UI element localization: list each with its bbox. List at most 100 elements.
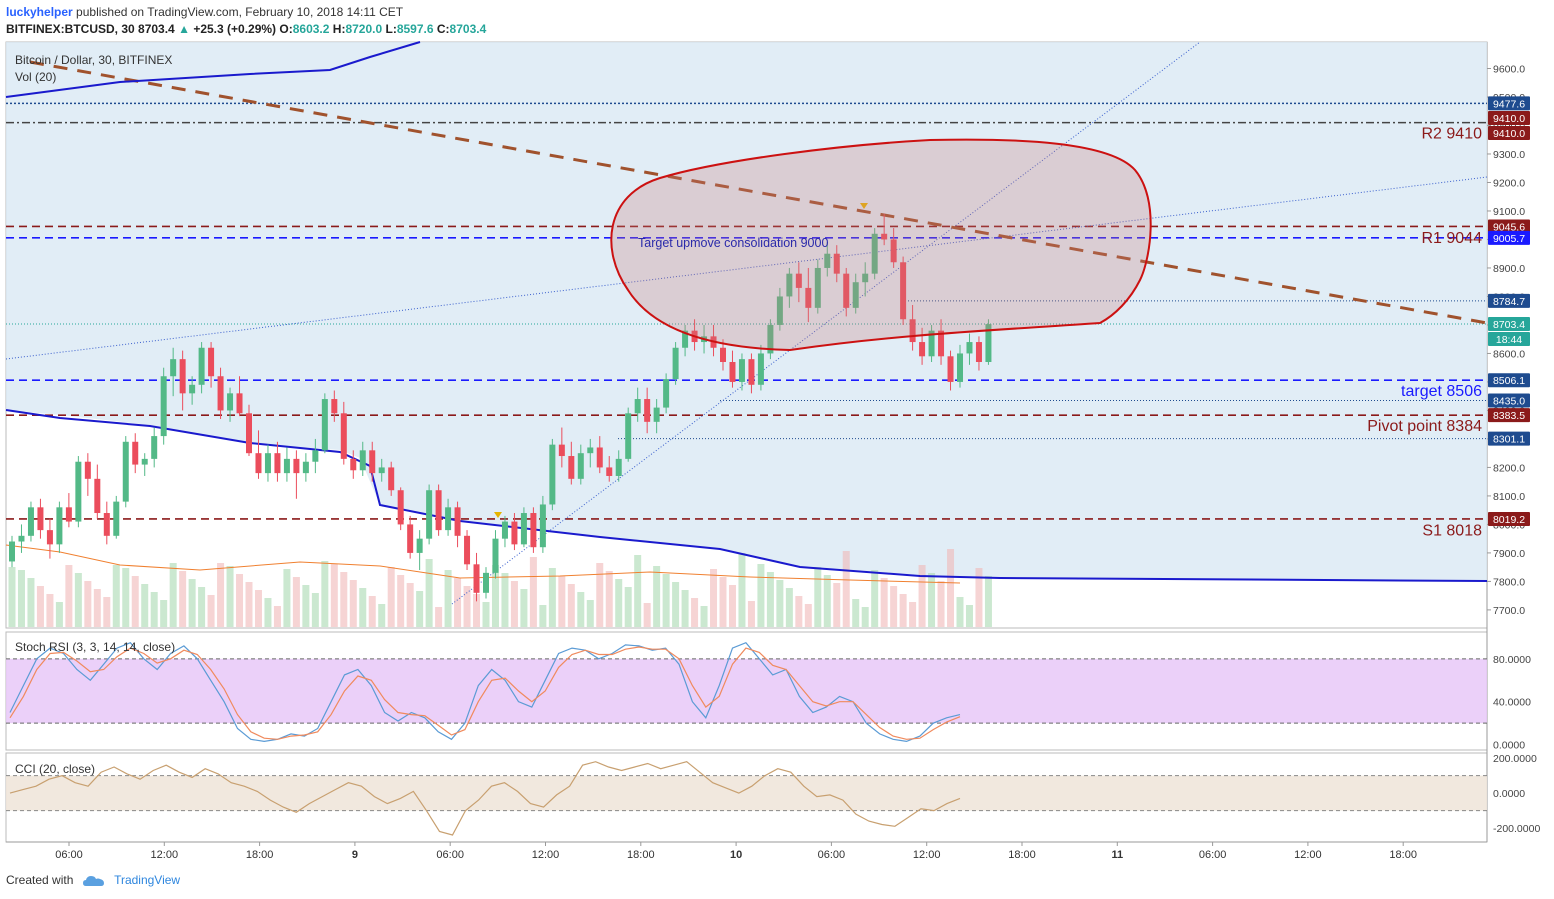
- candle-body: [596, 447, 603, 468]
- candle-body: [890, 239, 897, 263]
- volume-bar: [93, 589, 101, 627]
- volume-bar: [254, 590, 262, 627]
- price-tag-label: 8383.5: [1493, 410, 1525, 422]
- symbol-line: BITFINEX:BTCUSD, 30 8703.4 ▲ +25.3 (+0.2…: [6, 22, 486, 36]
- candle-body: [416, 538, 423, 553]
- volume-bar: [444, 570, 452, 627]
- volume-bar: [349, 580, 357, 627]
- candle-body: [37, 507, 44, 531]
- volume-bar: [273, 606, 281, 627]
- volume-bar: [169, 563, 177, 627]
- candle-body: [369, 450, 376, 474]
- time-tick-label: 11: [1111, 849, 1123, 861]
- candle-body: [549, 444, 556, 505]
- time-tick-label: 18:00: [246, 849, 274, 861]
- price-tag-label: 8703.4: [1493, 319, 1525, 331]
- candle-body: [672, 347, 679, 380]
- candle-body: [871, 233, 878, 274]
- volume-legend: Vol (20): [15, 70, 56, 84]
- time-tick-label: 9: [352, 849, 358, 861]
- candle-body: [511, 521, 518, 545]
- candle-body: [786, 273, 793, 297]
- low-label: L:: [385, 22, 397, 36]
- volume-bar: [520, 589, 528, 627]
- volume-bar: [55, 602, 63, 627]
- volume-bar: [473, 594, 481, 627]
- author-link[interactable]: luckyhelper: [6, 5, 73, 19]
- candle-body: [663, 379, 670, 408]
- candle-body: [236, 393, 243, 414]
- stoch-tick-label: 40.0000: [1493, 697, 1531, 709]
- candle-body: [464, 535, 471, 565]
- volume-bar: [785, 588, 793, 627]
- candle-body: [321, 399, 328, 451]
- volume-bar: [65, 565, 73, 627]
- candle-body: [492, 538, 499, 573]
- candle-body: [520, 513, 527, 545]
- r2-label: R2 9410: [1422, 126, 1483, 143]
- price-tick-label: 9100.0: [1493, 206, 1525, 218]
- price-tag: [1488, 373, 1530, 388]
- tradingview-brand-link[interactable]: TradingView: [114, 873, 181, 887]
- candle-body: [957, 353, 963, 382]
- candle-body: [843, 273, 850, 308]
- volume-bar: [937, 581, 945, 627]
- price-tag-label: 18:44: [1496, 334, 1522, 346]
- candle-body: [283, 458, 290, 474]
- candle-body: [340, 413, 347, 459]
- volume-bar: [728, 585, 736, 627]
- volume-bar: [719, 577, 727, 627]
- volume-bar: [188, 579, 196, 627]
- candle-body: [255, 453, 262, 474]
- candle-body: [852, 282, 859, 308]
- volume-bar: [823, 575, 831, 627]
- volume-bar: [84, 581, 92, 627]
- candle-body: [682, 330, 689, 348]
- candle-body: [473, 564, 480, 593]
- volume-bar: [207, 595, 215, 627]
- candle-body: [577, 453, 584, 479]
- volume-bar: [558, 576, 566, 627]
- price-tick-label: 9300.0: [1493, 149, 1525, 161]
- open-label: O:: [279, 22, 293, 36]
- candle-body: [75, 461, 82, 522]
- candle-body: [141, 458, 148, 465]
- s1-label: S1 8018: [1422, 522, 1482, 539]
- volume-bar: [539, 605, 547, 627]
- candle-body: [407, 524, 414, 553]
- volume-bar: [454, 578, 462, 627]
- candle-body: [122, 441, 129, 502]
- last-price: 8703.4: [138, 22, 175, 36]
- price-tick-label: 8900.0: [1493, 263, 1525, 275]
- candle-body: [729, 361, 736, 382]
- candle-body: [359, 450, 366, 471]
- close-label: C:: [436, 22, 450, 36]
- candle-body: [606, 467, 613, 476]
- main-chart-title: Bitcoin / Dollar, 30, BITFINEX: [15, 53, 172, 67]
- stoch-rsi-title: Stoch RSI (3, 3, 14, 14, close): [15, 640, 175, 654]
- candle-body: [103, 513, 110, 536]
- volume-bar: [653, 566, 661, 627]
- volume-bar: [245, 582, 253, 627]
- volume-bar: [236, 574, 244, 627]
- volume-bar: [264, 598, 272, 627]
- volume-bar: [833, 583, 841, 627]
- price-tag: [1488, 332, 1530, 346]
- cci-title: CCI (20, close): [15, 762, 95, 776]
- r1-label: R1 9044: [1422, 230, 1483, 247]
- volume-bar: [795, 596, 803, 627]
- price-tag-label: 9005.7: [1493, 233, 1525, 245]
- volume-bars: [8, 549, 992, 627]
- candle-body: [975, 342, 982, 362]
- candle-body: [720, 347, 726, 362]
- volume-bar: [406, 583, 414, 627]
- price-tag-label: 9045.6: [1493, 221, 1525, 233]
- volume-bar: [681, 590, 689, 627]
- stoch-k-line: [9, 641, 961, 743]
- volume-bar: [624, 587, 632, 627]
- candle-body: [615, 458, 622, 476]
- candle-body: [113, 501, 120, 536]
- volume-bar: [529, 557, 537, 627]
- candle-body: [331, 399, 338, 414]
